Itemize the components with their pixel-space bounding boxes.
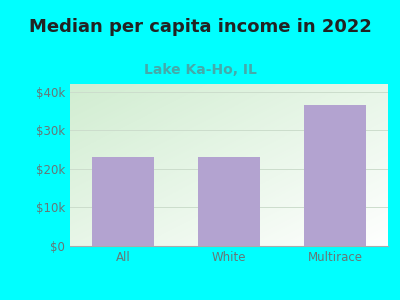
Bar (304, 105, 366, 246)
Bar (198, 157, 260, 246)
Text: Median per capita income in 2022: Median per capita income in 2022 (28, 18, 372, 36)
Bar (92, 157, 154, 246)
Text: Lake Ka-Ho, IL: Lake Ka-Ho, IL (144, 63, 256, 77)
